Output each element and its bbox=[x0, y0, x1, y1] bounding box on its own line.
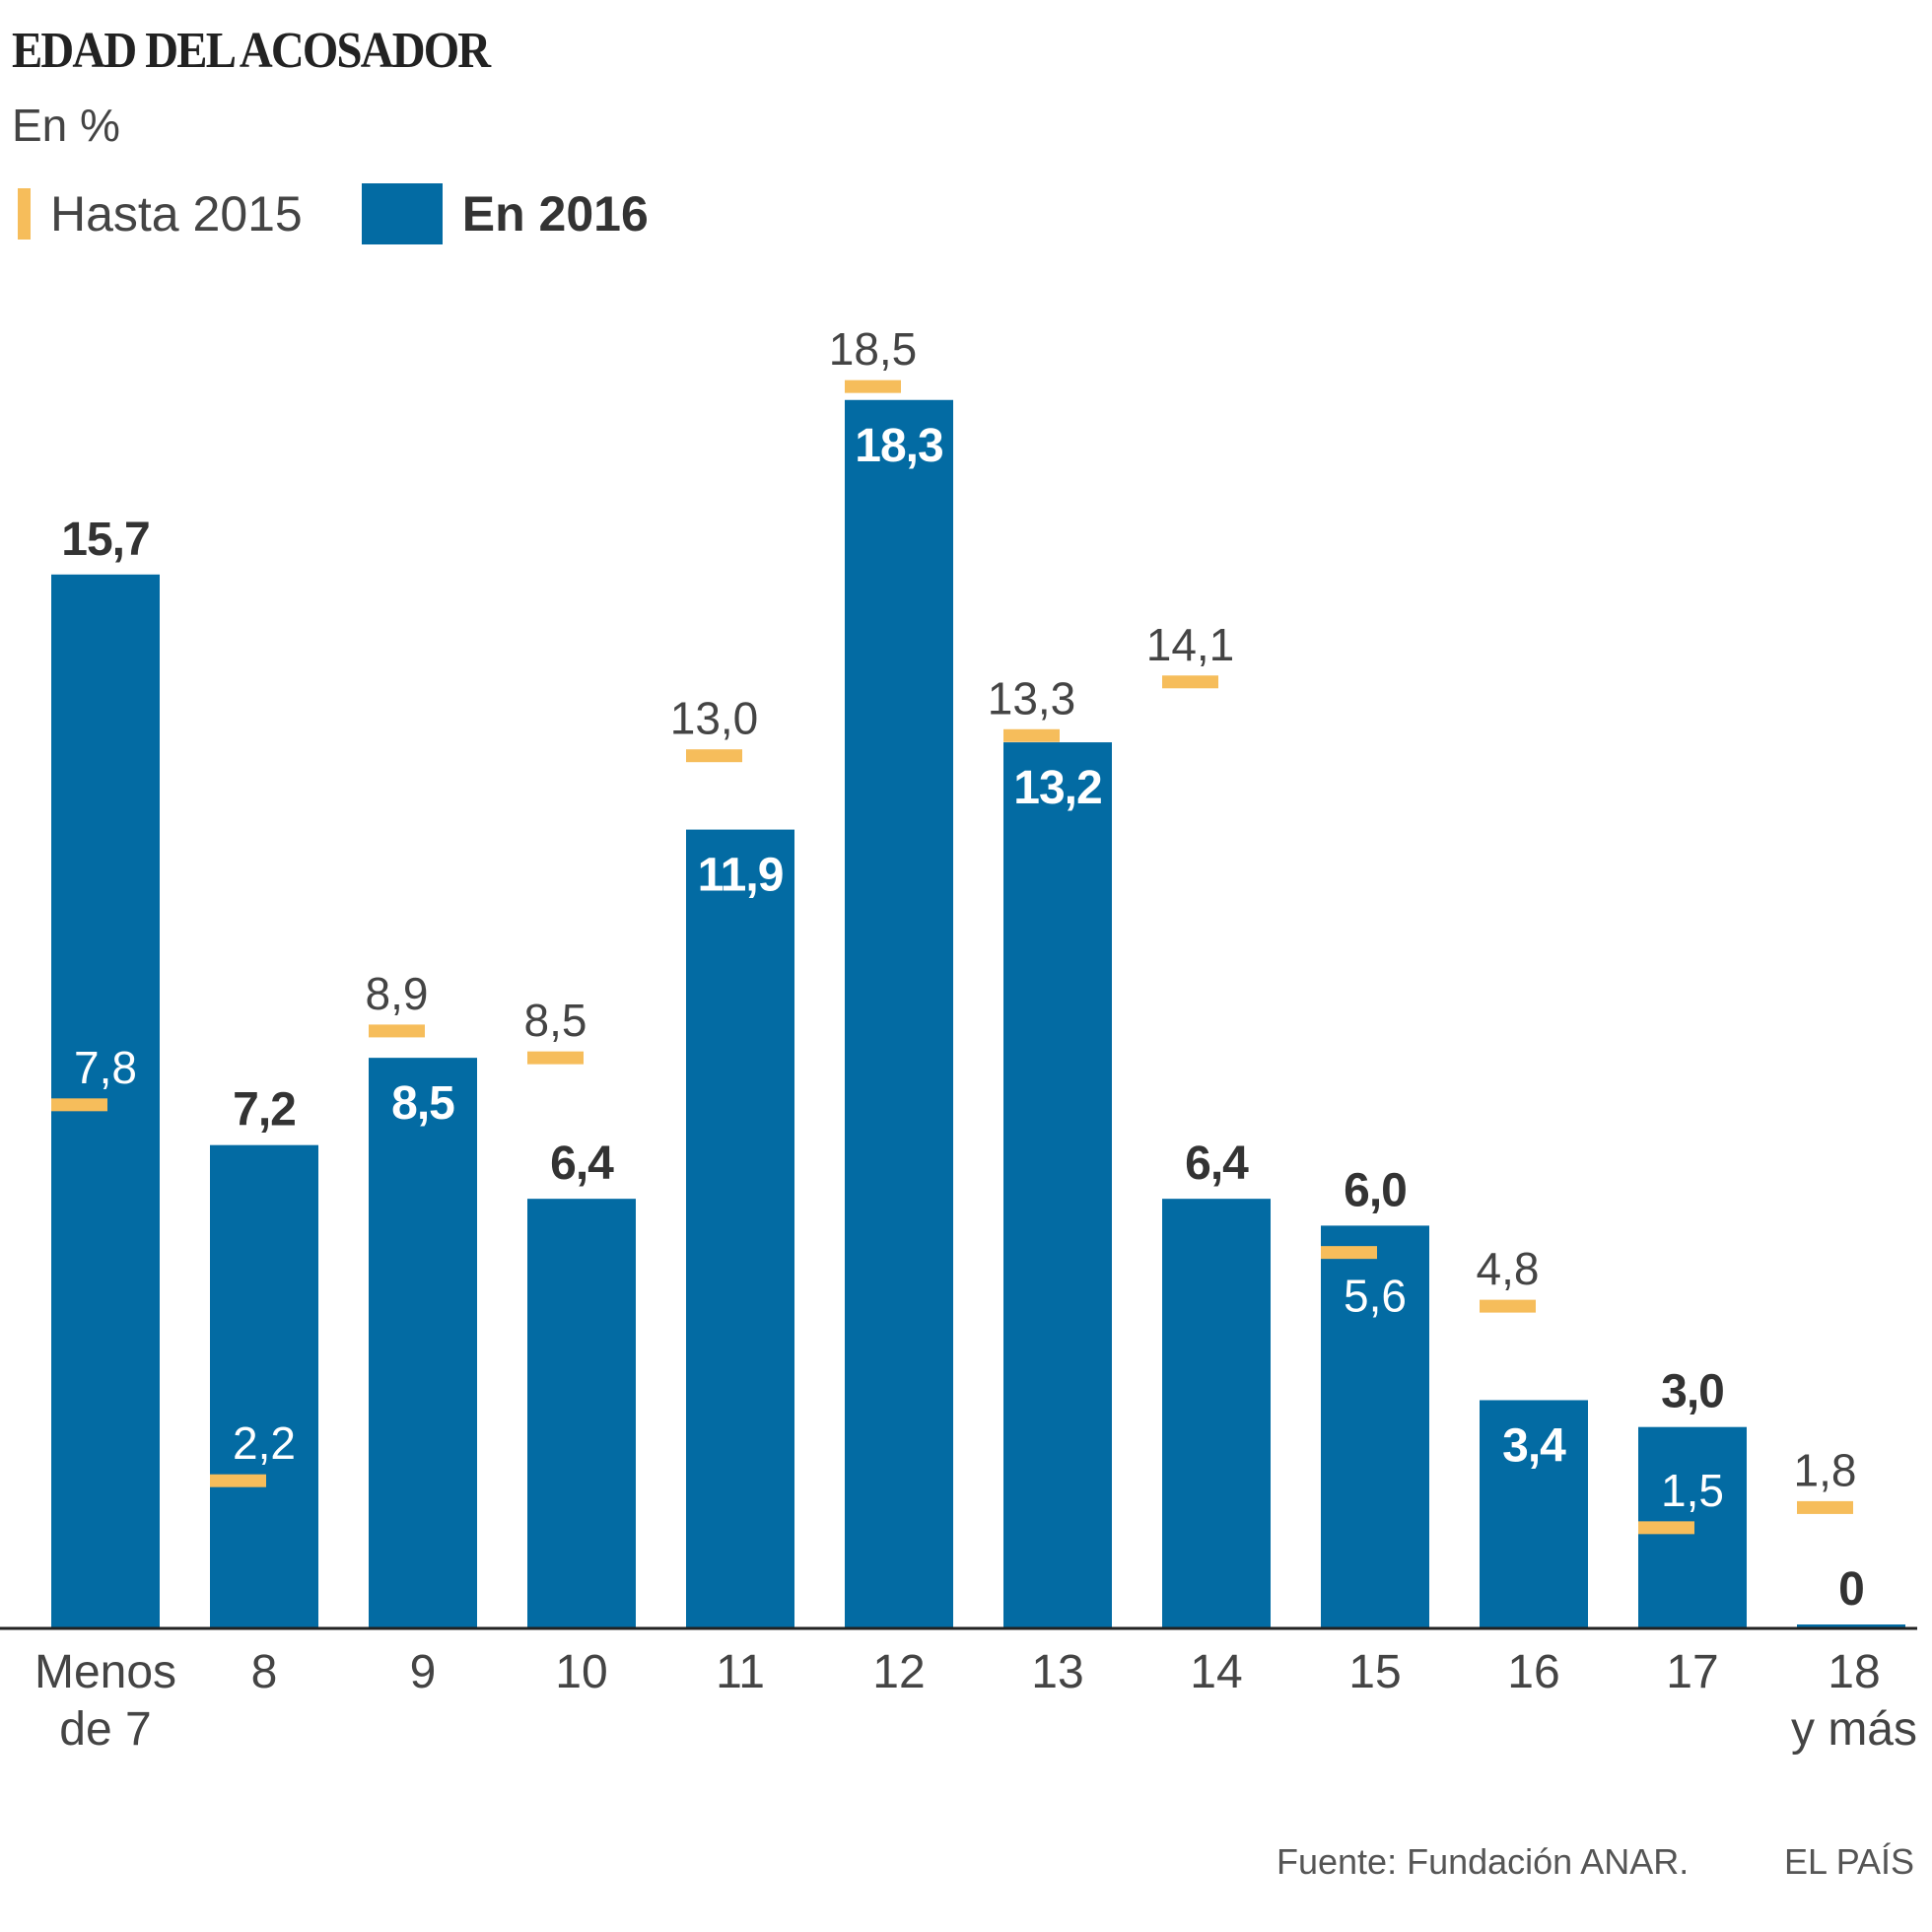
marker-2015 bbox=[1638, 1521, 1694, 1535]
bar-2016 bbox=[1321, 1225, 1429, 1628]
data-label-2015: 8,5 bbox=[524, 995, 587, 1046]
legend-label-2016: En 2016 bbox=[461, 186, 649, 242]
legend: Hasta 2015 En 2016 bbox=[18, 183, 649, 244]
x-tick-label: 17 bbox=[1666, 1646, 1718, 1698]
legend-marker-2015 bbox=[18, 188, 31, 240]
source-note: Fuente: Fundación ANAR. bbox=[1276, 1841, 1690, 1882]
x-tick-label: 15 bbox=[1348, 1646, 1401, 1698]
chart-title: EDAD DEL ACOSADOR bbox=[12, 23, 491, 79]
data-label-2016: 6,4 bbox=[1185, 1138, 1249, 1190]
data-label-2015: 1,5 bbox=[1661, 1465, 1724, 1516]
data-label-2016: 13,2 bbox=[1013, 762, 1101, 814]
bar-2016 bbox=[210, 1144, 318, 1628]
marker-2015 bbox=[1162, 675, 1218, 689]
x-tick-label: Menos bbox=[34, 1646, 176, 1698]
data-label-2016: 18,3 bbox=[855, 420, 942, 472]
data-label-2015: 13,3 bbox=[988, 672, 1076, 724]
marker-2015 bbox=[51, 1098, 107, 1112]
bar-2016 bbox=[845, 399, 953, 1628]
data-label-2016: 3,4 bbox=[1502, 1419, 1566, 1472]
marker-2015 bbox=[1003, 728, 1060, 742]
bar-2016 bbox=[527, 1199, 636, 1628]
marker-2015 bbox=[1797, 1500, 1853, 1514]
data-label-2015: 2,2 bbox=[233, 1417, 296, 1469]
data-label-2016: 0 bbox=[1838, 1563, 1864, 1616]
marker-2015 bbox=[686, 749, 742, 763]
data-label-2016: 3,0 bbox=[1661, 1366, 1724, 1418]
data-label-2015: 5,6 bbox=[1344, 1271, 1407, 1322]
x-tick-label: 16 bbox=[1507, 1646, 1559, 1698]
x-tick-label: y más bbox=[1791, 1703, 1917, 1756]
data-label-2015: 18,5 bbox=[829, 323, 918, 375]
bar-2016 bbox=[1480, 1400, 1588, 1628]
marker-2015 bbox=[1321, 1246, 1377, 1260]
data-label-2015: 4,8 bbox=[1477, 1243, 1540, 1294]
x-tick-label: 13 bbox=[1031, 1646, 1083, 1698]
bar-2016 bbox=[369, 1058, 477, 1628]
data-label-2015: 8,9 bbox=[366, 968, 429, 1019]
brand-label: EL PAÍS bbox=[1784, 1841, 1915, 1882]
data-label-2015: 13,0 bbox=[670, 693, 759, 744]
data-label-2015: 7,8 bbox=[74, 1042, 137, 1093]
bar-2016 bbox=[686, 829, 794, 1628]
x-tick-label: 18 bbox=[1828, 1646, 1880, 1698]
data-label-2016: 15,7 bbox=[61, 514, 149, 566]
x-tick-label: 10 bbox=[555, 1646, 607, 1698]
x-tick-label: 12 bbox=[872, 1646, 925, 1698]
x-tick-label: de 7 bbox=[59, 1703, 151, 1756]
bar-2016 bbox=[1162, 1199, 1271, 1628]
data-label-2016: 8,5 bbox=[391, 1077, 454, 1130]
marker-2015 bbox=[369, 1024, 425, 1038]
legend-swatch-2016 bbox=[361, 183, 443, 244]
data-label-2016: 6,0 bbox=[1344, 1164, 1407, 1216]
data-label-2016: 7,2 bbox=[233, 1084, 296, 1137]
x-tick-label: 9 bbox=[410, 1646, 437, 1698]
x-tick-label: 11 bbox=[716, 1646, 765, 1698]
data-label-2015: 14,1 bbox=[1146, 619, 1235, 670]
x-tick-label: 14 bbox=[1190, 1646, 1242, 1698]
bar-2016 bbox=[1797, 1624, 1905, 1628]
marker-2015 bbox=[210, 1474, 266, 1487]
data-label-2016: 11,9 bbox=[698, 850, 784, 902]
data-label-2016: 6,4 bbox=[550, 1138, 614, 1190]
x-tick-label: 8 bbox=[251, 1646, 278, 1698]
marker-2015 bbox=[845, 380, 901, 393]
bar-2016 bbox=[1003, 742, 1112, 1628]
chart-subtitle: En % bbox=[12, 100, 120, 151]
marker-2015 bbox=[1480, 1299, 1536, 1313]
data-label-2015: 1,8 bbox=[1794, 1444, 1857, 1495]
legend-label-2015: Hasta 2015 bbox=[50, 186, 303, 242]
marker-2015 bbox=[527, 1051, 584, 1065]
